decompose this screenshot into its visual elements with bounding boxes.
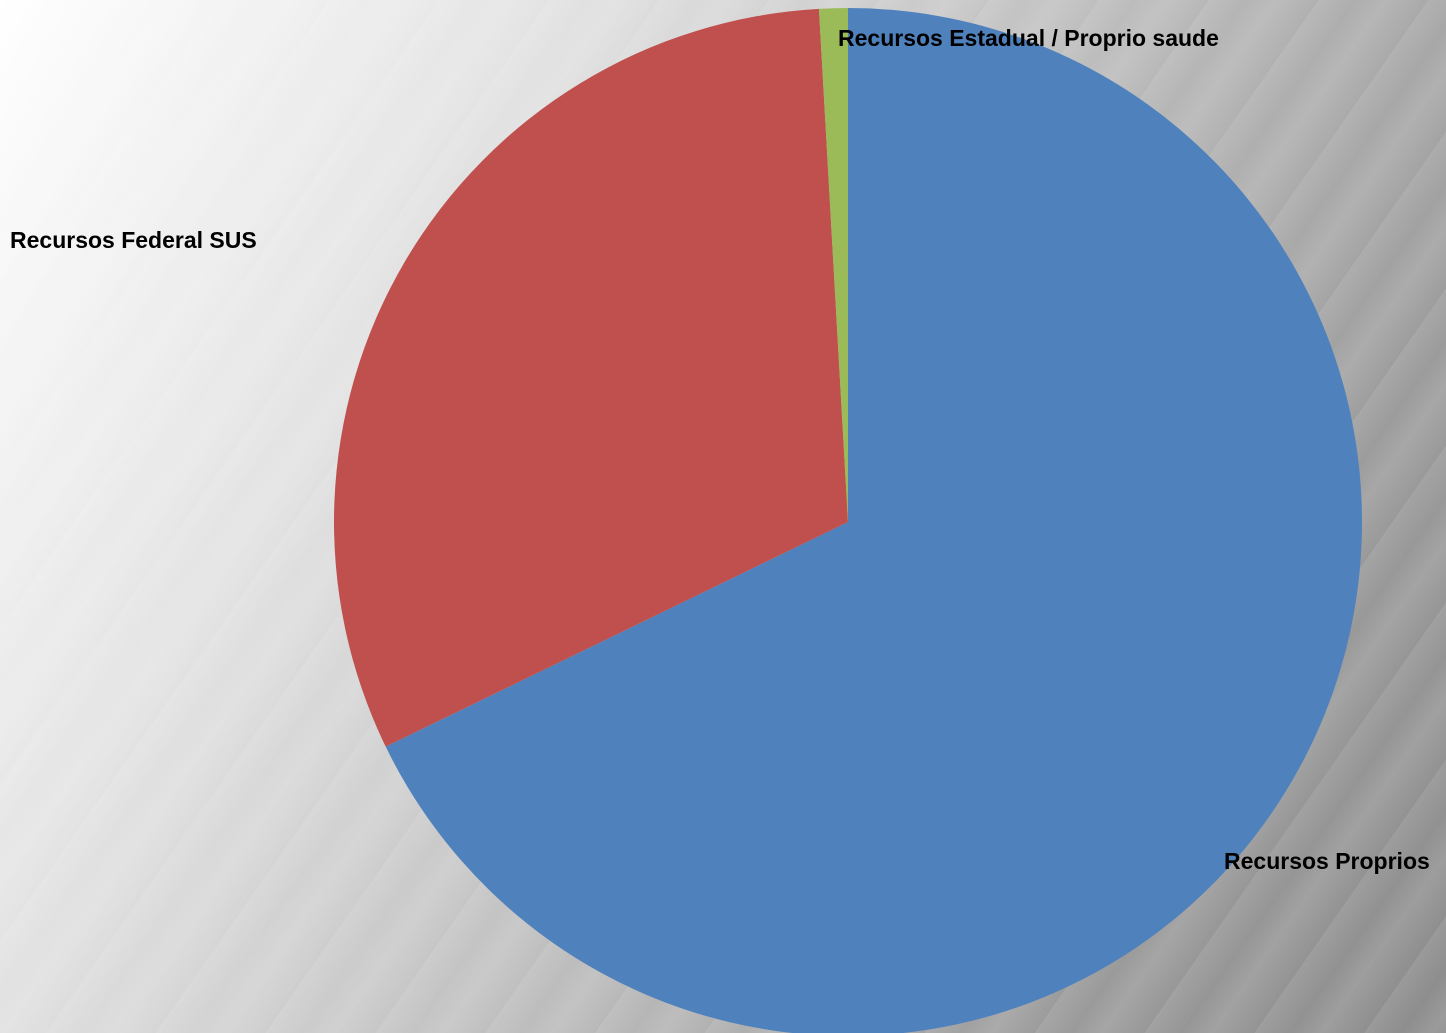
pie-slice-recursos-estadual-proprio-saude — [818, 7, 848, 522]
pie-slice-recursos-proprios — [385, 8, 1362, 1033]
pie-slice-recursos-federal-sus — [334, 8, 848, 747]
slice-label-recursos-estadual-proprio-saude: Recursos Estadual / Proprio saude — [838, 25, 1219, 51]
pie-labels: Recursos Proprios Recursos Federal SUS R… — [10, 25, 1430, 874]
slice-label-recursos-proprios: Recursos Proprios — [1224, 848, 1430, 874]
slice-label-recursos-federal-sus: Recursos Federal SUS — [10, 227, 257, 253]
pie-slices — [334, 7, 1362, 1033]
